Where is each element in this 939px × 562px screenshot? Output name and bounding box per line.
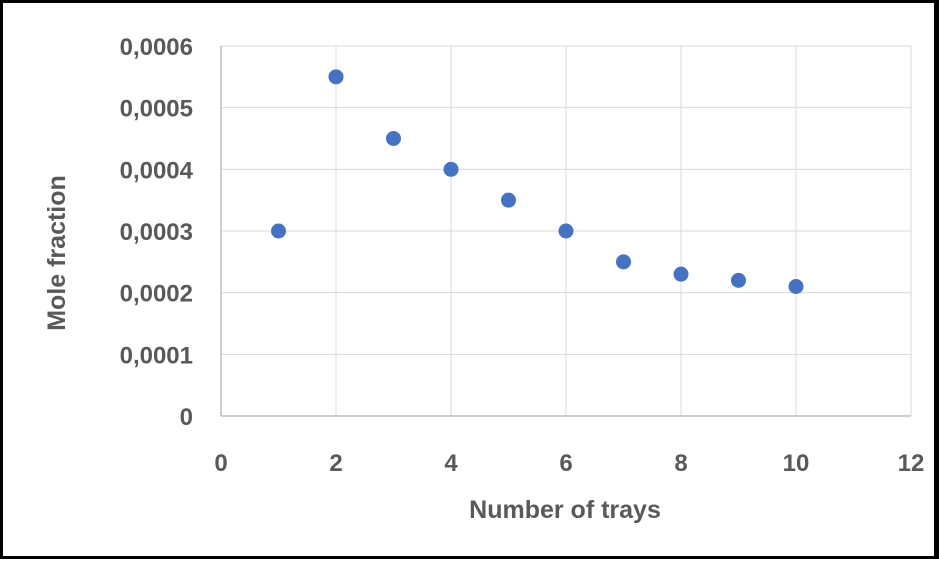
x-tick-labels: 0 2 4 6 8 10 12 — [214, 450, 924, 477]
data-point — [788, 279, 804, 294]
x-tick-label: 2 — [329, 450, 342, 477]
data-point — [386, 131, 401, 146]
data-points — [271, 69, 804, 294]
y-tick-label: 0 — [180, 404, 193, 431]
data-point — [501, 192, 516, 208]
data-point — [271, 223, 286, 239]
x-tick-label: 4 — [444, 450, 458, 477]
y-axis-title: Mole fraction — [43, 175, 71, 331]
y-tick-label: 0,0003 — [120, 219, 193, 246]
x-tick-label: 6 — [559, 450, 572, 477]
y-tick-label: 0,0006 — [120, 34, 193, 61]
y-tick-label: 0,0004 — [120, 157, 194, 184]
data-point — [731, 272, 746, 288]
x-tick-label: 8 — [674, 450, 687, 477]
data-point — [443, 161, 459, 177]
data-point — [328, 69, 344, 85]
scatter-chart: 0 0,0001 0,0002 0,0003 0,0004 0,0005 0,0006 0 2… — [43, 34, 924, 524]
data-point — [673, 266, 689, 282]
data-point — [558, 223, 574, 239]
y-tick-labels: 0 0,0001 0,0002 0,0003 0,0004 0,0005 0,0006 — [120, 34, 194, 431]
data-point — [616, 254, 631, 270]
x-tick-label: 10 — [783, 450, 810, 477]
axes — [220, 46, 911, 417]
y-tick-label: 0,0005 — [120, 96, 193, 123]
y-tick-label: 0,0001 — [120, 342, 193, 369]
x-axis-title: Number of trays — [469, 496, 661, 524]
x-tick-label: 0 — [214, 450, 227, 477]
y-tick-label: 0,0002 — [120, 281, 193, 308]
gridlines — [221, 45, 912, 416]
x-tick-label: 12 — [898, 450, 925, 477]
